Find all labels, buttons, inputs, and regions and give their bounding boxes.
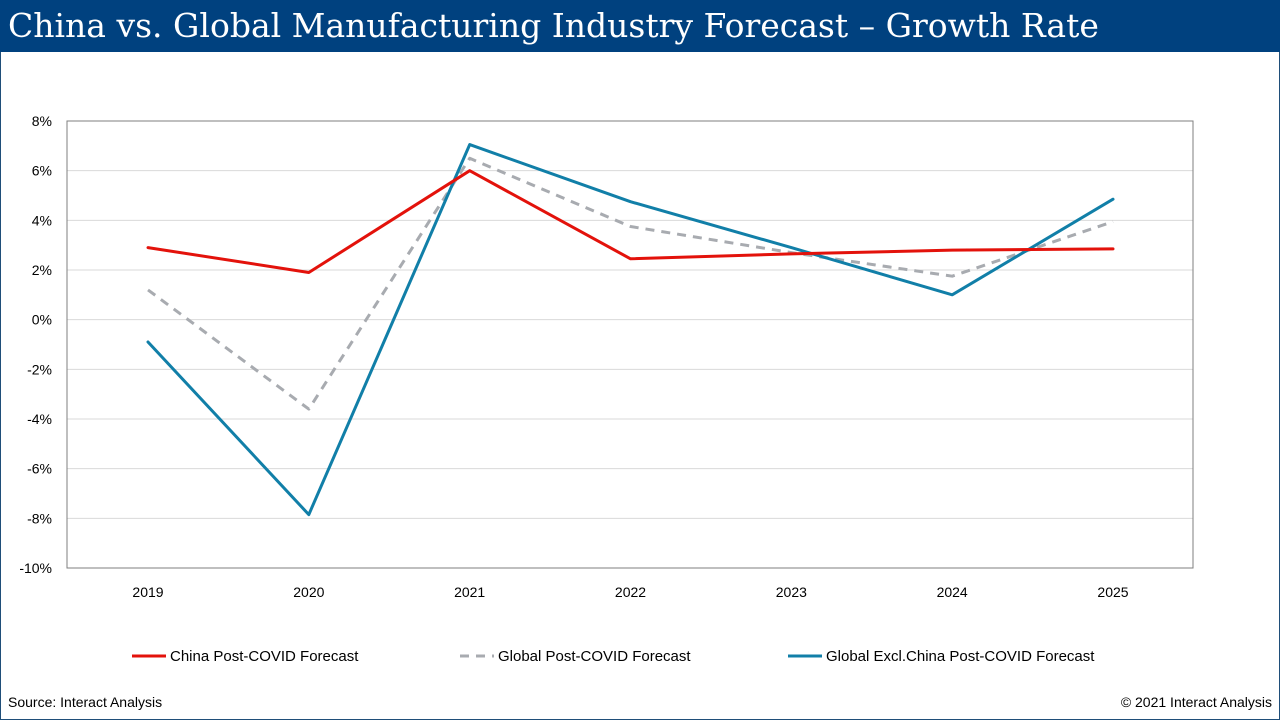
title-bar: China vs. Global Manufacturing Industry … (0, 0, 1280, 52)
x-tick-label: 2025 (1097, 584, 1128, 600)
y-tick-label: -8% (27, 510, 52, 526)
legend-label: Global Excl.China Post-COVID Forecast (826, 648, 1095, 665)
x-tick-label: 2022 (615, 584, 646, 600)
y-tick-label: 4% (32, 212, 52, 228)
page-title: China vs. Global Manufacturing Industry … (8, 6, 1099, 45)
x-tick-label: 2019 (132, 584, 163, 600)
y-tick-label: 8% (32, 113, 52, 129)
x-axis-tick-labels: 2019 2020 2021 2022 2023 2024 2025 (132, 584, 1128, 600)
legend: China Post-COVID Forecast Global Post-COV… (132, 648, 1095, 665)
y-tick-label: 2% (32, 262, 52, 278)
y-tick-label: 0% (32, 312, 52, 328)
legend-label: Global Post-COVID Forecast (498, 648, 691, 665)
x-tick-label: 2024 (937, 584, 968, 600)
x-tick-label: 2021 (454, 584, 485, 600)
copyright-note: © 2021 Interact Analysis (1120, 694, 1272, 710)
series-line-1 (147, 156, 1114, 411)
y-tick-label: -2% (27, 361, 52, 377)
gridlines (67, 170, 1193, 519)
y-tick-label: 6% (32, 163, 52, 179)
series-line-2 (146, 143, 1115, 517)
source-note: Source: Interact Analysis (8, 694, 163, 710)
y-tick-label: -6% (27, 461, 52, 477)
series-line-0 (146, 169, 1115, 274)
plot-area-border (66, 120, 1194, 569)
y-axis-tick-labels: 8% 6% 4% 2% 0% -2% -4% -6% -8% -10% (19, 113, 52, 576)
series-lines (146, 143, 1115, 517)
x-tick-label: 2023 (776, 584, 807, 600)
y-tick-label: -10% (19, 560, 52, 576)
y-tick-label: -4% (27, 411, 52, 427)
x-tick-label: 2020 (293, 584, 324, 600)
legend-label: China Post-COVID Forecast (170, 648, 359, 665)
